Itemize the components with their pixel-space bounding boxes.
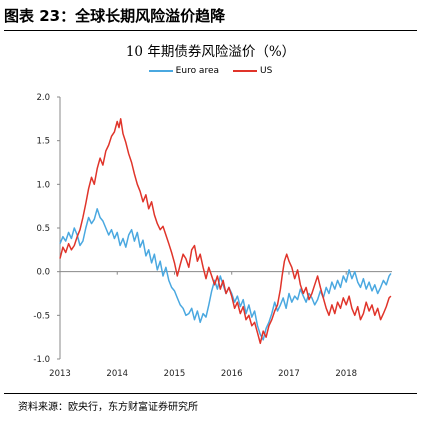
chart-legend: Euro area US bbox=[0, 64, 421, 78]
y-tick-label: 0.5 bbox=[36, 224, 50, 234]
legend-item-euro-area: Euro area bbox=[148, 66, 220, 76]
y-tick-label: 1.5 bbox=[36, 137, 50, 147]
y-tick-label: -0.5 bbox=[33, 311, 50, 321]
x-tick-label: 2017 bbox=[278, 369, 300, 379]
y-tick-label: 2.0 bbox=[36, 93, 50, 103]
caption-rule bbox=[4, 30, 417, 31]
x-tick-label: 2015 bbox=[164, 369, 186, 379]
legend-label-euro-area: Euro area bbox=[175, 66, 220, 76]
x-tick-label: 2013 bbox=[49, 369, 71, 379]
x-tick-label: 2014 bbox=[106, 369, 128, 379]
series-line-euro-area bbox=[59, 208, 392, 341]
legend-item-us: US bbox=[233, 66, 272, 76]
y-tick-label: 1.0 bbox=[36, 180, 50, 190]
x-tick-label: 2018 bbox=[335, 369, 357, 379]
figure-caption: 图表 23：全球长期风险溢价趋降 bbox=[4, 7, 226, 25]
series-line-us bbox=[59, 118, 392, 345]
source-rule bbox=[4, 393, 417, 394]
x-tick-label: 2016 bbox=[221, 369, 243, 379]
legend-swatch-us bbox=[233, 70, 258, 72]
source-note: 资料来源：欧央行，东方财富证券研究所 bbox=[18, 402, 198, 413]
y-tick-label: 0.0 bbox=[36, 268, 50, 278]
y-tick-label: -1.0 bbox=[33, 355, 50, 365]
legend-label-us: US bbox=[260, 66, 273, 76]
legend-swatch-euro-area bbox=[148, 70, 173, 72]
chart-title: 10 年期债券风险溢价（%） bbox=[125, 44, 296, 60]
